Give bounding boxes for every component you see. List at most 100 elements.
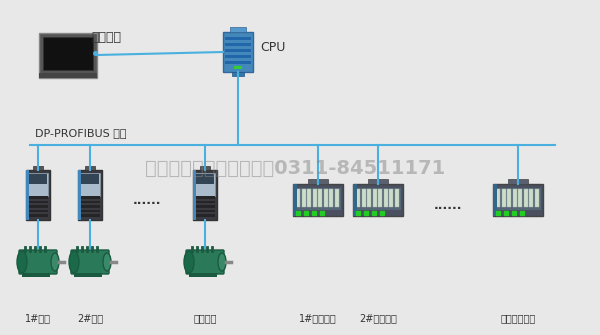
Bar: [78, 170, 81, 220]
Bar: [296, 189, 300, 207]
Bar: [28, 173, 48, 196]
Ellipse shape: [218, 253, 226, 271]
FancyBboxPatch shape: [223, 32, 253, 72]
Bar: [378, 189, 382, 207]
Text: ......: ......: [434, 199, 462, 211]
Bar: [80, 205, 100, 207]
Bar: [523, 189, 527, 207]
FancyBboxPatch shape: [493, 184, 543, 216]
Bar: [195, 214, 215, 216]
Bar: [307, 189, 311, 207]
Bar: [189, 273, 217, 277]
Ellipse shape: [69, 251, 79, 273]
Bar: [373, 189, 377, 207]
Bar: [308, 179, 328, 184]
Bar: [225, 43, 251, 46]
Bar: [507, 189, 511, 207]
Bar: [43, 37, 93, 69]
Bar: [225, 37, 251, 40]
Bar: [33, 166, 43, 170]
Bar: [28, 205, 48, 207]
Bar: [508, 179, 528, 184]
Bar: [293, 184, 297, 216]
Bar: [22, 273, 50, 277]
FancyBboxPatch shape: [353, 184, 403, 216]
Bar: [335, 189, 338, 207]
Text: DP-PROFIBUS 总线: DP-PROFIBUS 总线: [35, 128, 127, 138]
Ellipse shape: [103, 253, 111, 271]
Text: 1#驱动: 1#驱动: [25, 313, 51, 323]
Bar: [195, 196, 215, 199]
FancyBboxPatch shape: [39, 32, 97, 77]
Text: CPU: CPU: [260, 41, 286, 54]
Bar: [496, 189, 500, 207]
Bar: [230, 27, 246, 32]
Bar: [318, 189, 322, 207]
Bar: [225, 49, 251, 52]
Bar: [29, 174, 47, 184]
Bar: [493, 184, 497, 216]
Ellipse shape: [184, 251, 194, 273]
Bar: [502, 189, 505, 207]
Bar: [28, 214, 48, 216]
FancyBboxPatch shape: [19, 250, 57, 274]
Text: 2#驱动: 2#驱动: [77, 313, 103, 323]
Bar: [353, 184, 357, 216]
Bar: [28, 209, 48, 212]
Bar: [232, 72, 244, 76]
Bar: [80, 209, 100, 212]
Bar: [28, 196, 48, 199]
Ellipse shape: [17, 251, 27, 273]
Bar: [195, 205, 215, 207]
Bar: [80, 196, 100, 199]
Bar: [195, 201, 215, 203]
Bar: [193, 170, 196, 220]
Bar: [356, 189, 360, 207]
Bar: [225, 55, 251, 58]
FancyBboxPatch shape: [193, 170, 217, 220]
FancyBboxPatch shape: [186, 250, 224, 274]
Bar: [518, 189, 522, 207]
Bar: [383, 189, 388, 207]
Bar: [313, 189, 317, 207]
Text: 收卷驱动: 收卷驱动: [193, 313, 217, 323]
Bar: [81, 174, 99, 184]
FancyBboxPatch shape: [293, 184, 343, 216]
Bar: [368, 179, 388, 184]
Bar: [80, 214, 100, 216]
Bar: [529, 189, 533, 207]
FancyBboxPatch shape: [71, 250, 109, 274]
Bar: [329, 189, 333, 207]
Bar: [323, 189, 328, 207]
Text: 收卷机台模块: 收卷机台模块: [500, 313, 536, 323]
Text: 2#机台模块: 2#机台模块: [359, 313, 397, 323]
Bar: [80, 173, 100, 196]
Bar: [195, 173, 215, 196]
FancyBboxPatch shape: [26, 170, 50, 220]
Bar: [225, 61, 251, 64]
Bar: [74, 273, 102, 277]
Bar: [295, 188, 341, 210]
Bar: [200, 166, 210, 170]
Bar: [195, 209, 215, 212]
Bar: [512, 189, 517, 207]
Bar: [495, 188, 541, 210]
Bar: [85, 166, 95, 170]
Bar: [196, 174, 214, 184]
FancyBboxPatch shape: [78, 170, 102, 220]
Bar: [367, 189, 371, 207]
Bar: [395, 189, 398, 207]
Text: 1#机台模块: 1#机台模块: [299, 313, 337, 323]
Ellipse shape: [51, 253, 59, 271]
Bar: [535, 189, 539, 207]
Bar: [80, 201, 100, 203]
Bar: [302, 189, 305, 207]
Bar: [234, 66, 242, 69]
Text: ......: ......: [133, 194, 162, 206]
Text: 人机界面: 人机界面: [91, 30, 121, 44]
Text: 石家庄拉丝机专用变频全0311-84511171: 石家庄拉丝机专用变频全0311-84511171: [145, 158, 445, 178]
Bar: [361, 189, 365, 207]
Bar: [28, 201, 48, 203]
Bar: [39, 72, 97, 77]
Bar: [355, 188, 401, 210]
